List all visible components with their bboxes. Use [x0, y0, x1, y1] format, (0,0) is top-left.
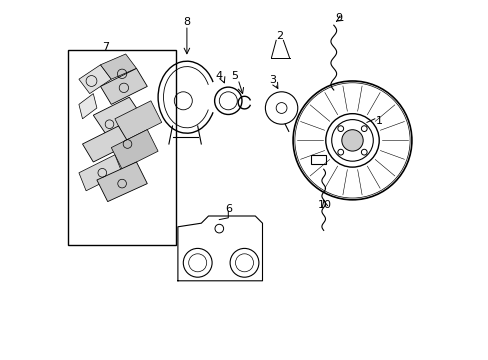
- Text: 4: 4: [215, 71, 223, 81]
- Polygon shape: [93, 97, 143, 137]
- Text: 9: 9: [335, 13, 342, 23]
- Circle shape: [341, 130, 363, 151]
- Text: 1: 1: [375, 116, 382, 126]
- Bar: [68, 50, 176, 245]
- Polygon shape: [97, 162, 147, 202]
- Polygon shape: [79, 94, 97, 119]
- Polygon shape: [79, 65, 111, 94]
- Polygon shape: [101, 68, 147, 104]
- Text: 5: 5: [231, 71, 238, 81]
- Polygon shape: [79, 155, 122, 191]
- Polygon shape: [111, 130, 158, 169]
- Text: 6: 6: [224, 204, 231, 214]
- Text: 2: 2: [276, 31, 283, 41]
- Text: 3: 3: [268, 75, 276, 85]
- Text: 10: 10: [317, 200, 331, 210]
- Polygon shape: [115, 101, 162, 140]
- Text: 8: 8: [183, 17, 190, 27]
- Text: 7: 7: [102, 42, 109, 52]
- Bar: [310, 155, 325, 164]
- Polygon shape: [82, 126, 129, 162]
- Polygon shape: [101, 54, 136, 79]
